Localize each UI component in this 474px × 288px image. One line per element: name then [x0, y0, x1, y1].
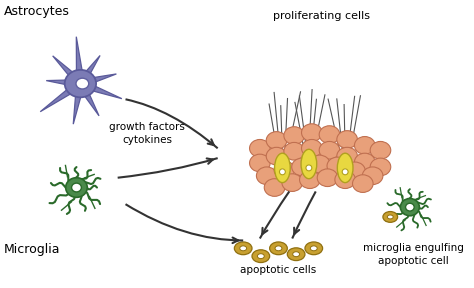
Ellipse shape: [252, 250, 270, 263]
Ellipse shape: [401, 198, 419, 216]
Ellipse shape: [327, 157, 347, 175]
Polygon shape: [79, 74, 117, 87]
Ellipse shape: [301, 124, 322, 141]
Ellipse shape: [76, 78, 89, 89]
Ellipse shape: [249, 139, 270, 157]
Ellipse shape: [72, 183, 82, 192]
Ellipse shape: [266, 147, 287, 165]
Ellipse shape: [306, 165, 312, 171]
Text: apoptotic cells: apoptotic cells: [240, 265, 317, 275]
Ellipse shape: [362, 167, 383, 185]
Ellipse shape: [274, 161, 295, 179]
Ellipse shape: [275, 246, 282, 251]
Ellipse shape: [301, 149, 317, 179]
Polygon shape: [46, 80, 81, 88]
Ellipse shape: [383, 212, 398, 222]
Ellipse shape: [345, 162, 365, 180]
Ellipse shape: [335, 171, 356, 189]
Polygon shape: [53, 56, 83, 86]
Ellipse shape: [234, 242, 252, 255]
Polygon shape: [79, 80, 122, 99]
Ellipse shape: [270, 242, 287, 255]
Ellipse shape: [319, 126, 340, 143]
Polygon shape: [40, 80, 82, 112]
Ellipse shape: [353, 175, 373, 192]
Ellipse shape: [240, 246, 246, 251]
Polygon shape: [77, 56, 100, 86]
Ellipse shape: [257, 254, 264, 259]
Ellipse shape: [319, 141, 340, 159]
Ellipse shape: [274, 153, 290, 183]
Ellipse shape: [249, 154, 270, 172]
Ellipse shape: [300, 171, 320, 189]
Ellipse shape: [337, 153, 353, 183]
Ellipse shape: [284, 143, 304, 160]
Text: growth factors
cytokines: growth factors cytokines: [109, 122, 185, 145]
Ellipse shape: [266, 132, 287, 149]
Ellipse shape: [256, 167, 277, 185]
Ellipse shape: [301, 139, 322, 157]
Ellipse shape: [264, 179, 285, 196]
Polygon shape: [76, 37, 84, 84]
Ellipse shape: [337, 131, 357, 148]
Text: proliferating cells: proliferating cells: [273, 11, 370, 21]
Text: Astrocytes: Astrocytes: [4, 5, 70, 18]
Ellipse shape: [287, 248, 305, 261]
Ellipse shape: [317, 169, 338, 187]
Ellipse shape: [370, 141, 391, 159]
Ellipse shape: [65, 70, 96, 97]
Ellipse shape: [337, 147, 357, 165]
Text: microglia engulfing
apoptotic cell: microglia engulfing apoptotic cell: [364, 243, 464, 266]
Ellipse shape: [310, 246, 317, 251]
Ellipse shape: [355, 153, 375, 171]
Ellipse shape: [342, 169, 348, 175]
Ellipse shape: [406, 203, 414, 211]
Ellipse shape: [280, 169, 285, 175]
Ellipse shape: [282, 174, 302, 192]
Ellipse shape: [293, 252, 300, 257]
Ellipse shape: [310, 155, 330, 173]
Ellipse shape: [370, 158, 391, 176]
Polygon shape: [73, 83, 84, 124]
Ellipse shape: [387, 215, 393, 219]
Ellipse shape: [292, 158, 312, 176]
Ellipse shape: [66, 178, 87, 197]
Text: Microglia: Microglia: [4, 243, 60, 256]
Polygon shape: [77, 82, 99, 116]
Ellipse shape: [355, 137, 375, 154]
Ellipse shape: [305, 242, 323, 255]
Ellipse shape: [284, 127, 304, 144]
